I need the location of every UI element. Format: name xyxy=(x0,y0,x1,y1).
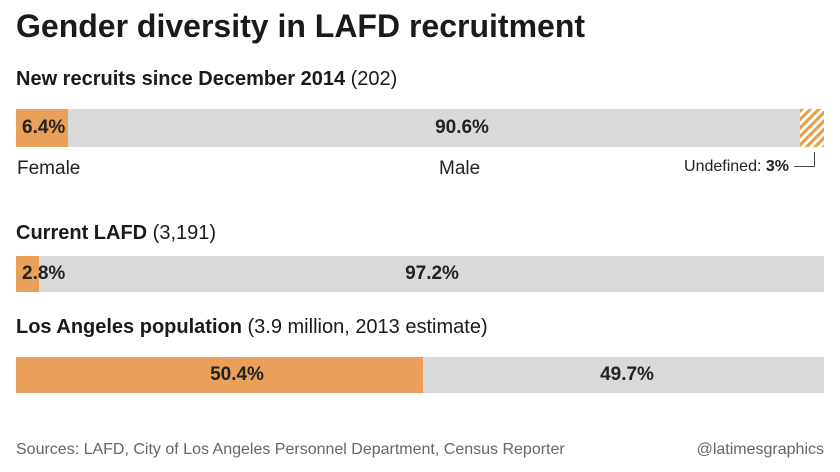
credit-handle: @latimesgraphics xyxy=(696,441,824,458)
population-bar xyxy=(16,357,824,393)
lafd-bar xyxy=(16,256,824,292)
chart-2-title: Current LAFD xyxy=(16,222,148,244)
undefined-note-prefix: Undefined: xyxy=(684,158,762,175)
lafd-female-label: 2.8% xyxy=(22,263,66,284)
population-female-segment xyxy=(16,357,423,393)
chart-1-subtitle: New recruits since December 2014 (202) xyxy=(16,68,397,91)
lafd-female-segment xyxy=(16,256,39,292)
recruits-female-label: 6.4% xyxy=(22,117,66,138)
sources-note: Sources: LAFD, City of Los Angeles Perso… xyxy=(16,441,565,458)
chart-2-count: (3,191) xyxy=(152,222,217,244)
recruits-male-label: 90.6% xyxy=(435,117,489,138)
chart-3-subtitle: Los Angeles population (3.9 million, 201… xyxy=(16,316,488,339)
population-male-label: 49.7% xyxy=(600,364,654,385)
undefined-note-value: 3% xyxy=(765,158,789,175)
recruits-bar xyxy=(16,109,824,147)
chart-1-count: (202) xyxy=(350,68,398,90)
chart-3-title: Los Angeles population xyxy=(16,316,242,338)
chart-2-subtitle: Current LAFD (3,191) xyxy=(16,222,216,245)
female-category-label: Female xyxy=(17,158,81,179)
population-female-label: 50.4% xyxy=(210,364,264,385)
lafd-male-label: 97.2% xyxy=(405,263,459,284)
chart-3-population-note: (3.9 million, 2013 estimate) xyxy=(247,316,488,338)
recruits-female-segment xyxy=(16,109,68,147)
chart-title: Gender diversity in LAFD recruitment xyxy=(16,8,586,44)
undefined-note: Undefined: 3% xyxy=(684,158,789,176)
recruits-undefined-segment xyxy=(800,109,824,147)
male-category-label: Male xyxy=(439,158,481,179)
undefined-leader-line xyxy=(794,152,815,167)
chart-1-title: New recruits since December 2014 xyxy=(16,68,346,90)
